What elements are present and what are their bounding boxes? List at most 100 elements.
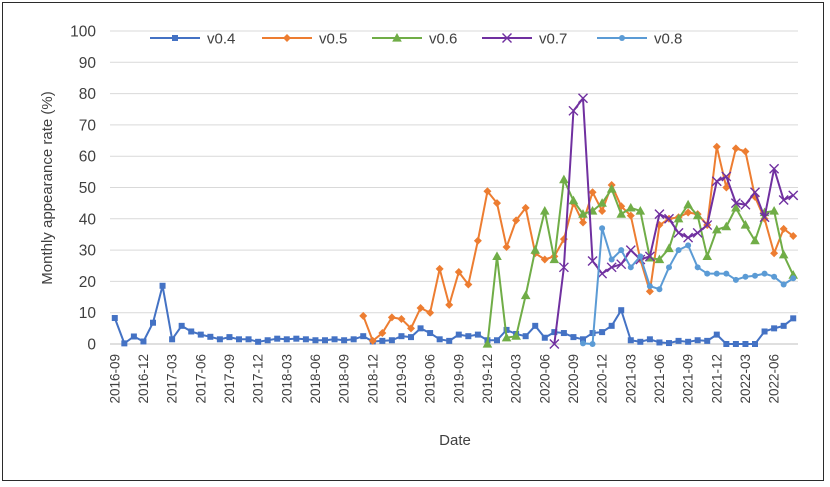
x-tick-label: 2021-09 [681,354,696,404]
data-point-v06 [654,254,665,264]
data-point-v07 [750,187,760,198]
data-point-v08 [675,247,682,254]
data-point-v05 [473,236,482,245]
data-point-v04 [312,337,319,344]
series-line-v04 [113,284,794,345]
data-point-v04 [580,336,586,343]
legend-swatch-marker [502,33,512,43]
data-point-v07 [702,220,713,231]
legend-label: v0.7 [539,31,567,48]
data-point-v04 [121,340,128,347]
data-point-v07 [587,256,598,267]
data-point-v06 [578,209,588,218]
data-point-v04 [608,322,615,329]
y-tick-label: 30 [79,243,97,260]
series-v06 [482,174,799,348]
data-point-v04 [408,334,414,341]
chart-frame [2,2,824,481]
legend-label: v0.5 [319,31,347,48]
data-point-v05 [789,232,798,241]
data-point-v08 [742,273,749,280]
y-tick-label: 70 [79,117,97,134]
data-point-v04 [570,334,577,341]
data-point-v04 [197,331,204,338]
data-point-v04 [732,341,739,347]
data-point-v05 [579,218,587,227]
legend-item-v07[interactable]: v0.7 [482,31,567,48]
data-point-v08 [713,270,720,277]
data-point-v08 [780,281,787,288]
data-point-v04 [169,336,176,343]
x-tick-label: 2018-06 [308,354,323,404]
data-point-v06 [664,243,674,253]
data-point-v07 [711,176,722,187]
data-point-v05 [454,268,463,277]
data-point-v04 [216,336,223,343]
data-point-v05 [378,329,387,338]
data-point-v04 [790,315,797,322]
data-point-v07 [568,105,579,116]
data-point-v08 [637,253,644,260]
series-line-v05 [362,145,794,342]
data-point-v05 [598,206,607,215]
legend-item-v05[interactable]: v0.5 [262,31,347,48]
data-point-v08 [761,270,768,277]
legend-item-v06[interactable]: v0.6 [372,31,457,48]
x-tick-label: 2017-06 [193,354,208,404]
data-point-v06 [711,224,722,234]
x-tick-label: 2021-12 [709,354,724,404]
data-point-v05 [645,287,654,296]
data-point-v04 [704,337,711,344]
data-point-v06 [482,339,493,348]
data-point-v05 [626,211,635,220]
data-point-v08 [752,272,758,279]
legend-item-v08[interactable]: v0.8 [597,31,682,48]
data-point-v08 [732,276,739,283]
data-point-v05 [731,144,740,153]
data-point-v07 [549,339,560,349]
data-point-v05 [368,336,377,345]
data-point-v04 [274,335,281,342]
data-point-v05 [512,216,521,225]
data-point-v07 [730,198,741,209]
data-point-v08 [608,256,615,263]
data-point-v05 [397,314,406,323]
data-point-v06 [549,254,560,264]
data-point-v08 [685,242,692,249]
data-point-v07 [654,209,665,220]
data-point-v04 [685,338,692,345]
data-point-v06 [559,174,569,184]
series-lines [111,93,799,349]
data-point-v04 [188,328,195,335]
data-point-v07 [683,232,694,243]
legend-item-v04[interactable]: v0.4 [150,31,235,48]
legend-swatch-marker [392,33,402,42]
data-point-v05 [464,280,473,289]
x-tick-label: 2021-03 [623,354,638,404]
x-tick-label: 2020-09 [566,354,581,404]
data-point-v08 [580,340,586,347]
data-point-v07 [606,262,617,273]
data-point-v04 [627,337,634,344]
data-point-v04 [532,322,539,329]
data-point-v04 [675,337,682,344]
y-tick-label: 90 [79,55,97,72]
x-tick-label: 2019-12 [480,354,495,404]
data-point-v04 [226,334,233,341]
x-tick-label: 2020-12 [595,354,610,404]
x-tick-label: 2017-09 [222,354,237,404]
gridlines [110,30,798,314]
data-point-v04 [761,328,768,335]
data-point-v05 [407,324,415,333]
data-point-v07 [644,251,655,262]
data-point-v04 [694,337,701,344]
legend-label: v0.6 [429,31,457,48]
data-point-v05 [588,188,597,197]
data-point-v07 [759,212,770,223]
legend[interactable]: v0.4 v0.5 v0.6 v0.7 v0.8 [150,31,682,48]
data-point-v04 [494,337,500,344]
data-point-v08 [627,264,634,271]
data-point-v08 [723,270,730,277]
data-point-v04 [302,336,309,343]
data-point-v08 [666,264,672,271]
